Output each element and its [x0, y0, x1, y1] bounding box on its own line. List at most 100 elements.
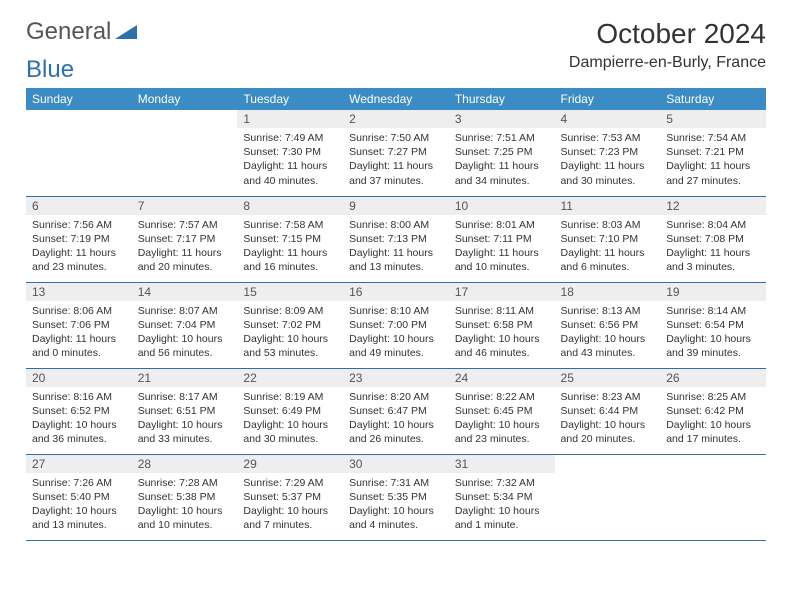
day-details: Sunrise: 8:00 AMSunset: 7:13 PMDaylight:… — [343, 215, 449, 279]
weekday-header-row: Sunday Monday Tuesday Wednesday Thursday… — [26, 88, 766, 110]
day-details: Sunrise: 7:32 AMSunset: 5:34 PMDaylight:… — [449, 473, 555, 537]
day-number: 6 — [26, 197, 132, 215]
day-number: 1 — [237, 110, 343, 128]
day-number: 17 — [449, 283, 555, 301]
day-number: 9 — [343, 197, 449, 215]
day-details: Sunrise: 8:23 AMSunset: 6:44 PMDaylight:… — [555, 387, 661, 451]
day-details: Sunrise: 7:51 AMSunset: 7:25 PMDaylight:… — [449, 128, 555, 192]
calendar-day-cell: 14Sunrise: 8:07 AMSunset: 7:04 PMDayligh… — [132, 282, 238, 368]
day-number: 23 — [343, 369, 449, 387]
calendar-day-cell: 22Sunrise: 8:19 AMSunset: 6:49 PMDayligh… — [237, 368, 343, 454]
day-details: Sunrise: 8:07 AMSunset: 7:04 PMDaylight:… — [132, 301, 238, 365]
day-number: 25 — [555, 369, 661, 387]
calendar-day-cell: 11Sunrise: 8:03 AMSunset: 7:10 PMDayligh… — [555, 196, 661, 282]
calendar-day-cell — [26, 110, 132, 196]
calendar-week-row: 27Sunrise: 7:26 AMSunset: 5:40 PMDayligh… — [26, 454, 766, 540]
calendar-day-cell: 2Sunrise: 7:50 AMSunset: 7:27 PMDaylight… — [343, 110, 449, 196]
calendar-day-cell: 8Sunrise: 7:58 AMSunset: 7:15 PMDaylight… — [237, 196, 343, 282]
calendar-day-cell: 12Sunrise: 8:04 AMSunset: 7:08 PMDayligh… — [660, 196, 766, 282]
day-number: 18 — [555, 283, 661, 301]
calendar-week-row: 20Sunrise: 8:16 AMSunset: 6:52 PMDayligh… — [26, 368, 766, 454]
calendar-day-cell: 6Sunrise: 7:56 AMSunset: 7:19 PMDaylight… — [26, 196, 132, 282]
calendar-day-cell: 10Sunrise: 8:01 AMSunset: 7:11 PMDayligh… — [449, 196, 555, 282]
day-details: Sunrise: 7:29 AMSunset: 5:37 PMDaylight:… — [237, 473, 343, 537]
day-number: 11 — [555, 197, 661, 215]
calendar-day-cell: 4Sunrise: 7:53 AMSunset: 7:23 PMDaylight… — [555, 110, 661, 196]
calendar-day-cell: 29Sunrise: 7:29 AMSunset: 5:37 PMDayligh… — [237, 454, 343, 540]
day-number: 7 — [132, 197, 238, 215]
day-details: Sunrise: 8:17 AMSunset: 6:51 PMDaylight:… — [132, 387, 238, 451]
day-number: 22 — [237, 369, 343, 387]
calendar-day-cell: 15Sunrise: 8:09 AMSunset: 7:02 PMDayligh… — [237, 282, 343, 368]
calendar-day-cell — [555, 454, 661, 540]
day-details: Sunrise: 8:14 AMSunset: 6:54 PMDaylight:… — [660, 301, 766, 365]
day-number: 19 — [660, 283, 766, 301]
day-details: Sunrise: 8:06 AMSunset: 7:06 PMDaylight:… — [26, 301, 132, 365]
day-details: Sunrise: 8:10 AMSunset: 7:00 PMDaylight:… — [343, 301, 449, 365]
day-number: 13 — [26, 283, 132, 301]
day-number: 21 — [132, 369, 238, 387]
day-details: Sunrise: 7:58 AMSunset: 7:15 PMDaylight:… — [237, 215, 343, 279]
day-number: 15 — [237, 283, 343, 301]
weekday-header: Saturday — [660, 88, 766, 110]
day-details: Sunrise: 7:28 AMSunset: 5:38 PMDaylight:… — [132, 473, 238, 537]
calendar-day-cell: 21Sunrise: 8:17 AMSunset: 6:51 PMDayligh… — [132, 368, 238, 454]
month-title: October 2024 — [569, 18, 766, 50]
calendar-day-cell — [660, 454, 766, 540]
calendar-day-cell: 28Sunrise: 7:28 AMSunset: 5:38 PMDayligh… — [132, 454, 238, 540]
calendar-table: Sunday Monday Tuesday Wednesday Thursday… — [26, 88, 766, 541]
weekday-header: Friday — [555, 88, 661, 110]
day-details: Sunrise: 8:22 AMSunset: 6:45 PMDaylight:… — [449, 387, 555, 451]
day-details: Sunrise: 8:09 AMSunset: 7:02 PMDaylight:… — [237, 301, 343, 365]
calendar-day-cell: 30Sunrise: 7:31 AMSunset: 5:35 PMDayligh… — [343, 454, 449, 540]
day-number: 16 — [343, 283, 449, 301]
day-details: Sunrise: 7:50 AMSunset: 7:27 PMDaylight:… — [343, 128, 449, 192]
day-details: Sunrise: 7:49 AMSunset: 7:30 PMDaylight:… — [237, 128, 343, 192]
day-number: 8 — [237, 197, 343, 215]
day-number: 3 — [449, 110, 555, 128]
calendar-day-cell: 17Sunrise: 8:11 AMSunset: 6:58 PMDayligh… — [449, 282, 555, 368]
day-number: 26 — [660, 369, 766, 387]
day-number: 20 — [26, 369, 132, 387]
day-number: 30 — [343, 455, 449, 473]
day-details: Sunrise: 8:03 AMSunset: 7:10 PMDaylight:… — [555, 215, 661, 279]
weekday-header: Sunday — [26, 88, 132, 110]
calendar-day-cell: 1Sunrise: 7:49 AMSunset: 7:30 PMDaylight… — [237, 110, 343, 196]
calendar-week-row: 1Sunrise: 7:49 AMSunset: 7:30 PMDaylight… — [26, 110, 766, 196]
calendar-day-cell — [132, 110, 238, 196]
day-details: Sunrise: 7:31 AMSunset: 5:35 PMDaylight:… — [343, 473, 449, 537]
day-number: 29 — [237, 455, 343, 473]
day-number: 27 — [26, 455, 132, 473]
calendar-day-cell: 16Sunrise: 8:10 AMSunset: 7:00 PMDayligh… — [343, 282, 449, 368]
day-number: 28 — [132, 455, 238, 473]
day-details: Sunrise: 7:57 AMSunset: 7:17 PMDaylight:… — [132, 215, 238, 279]
logo: General — [26, 18, 139, 46]
day-number: 31 — [449, 455, 555, 473]
day-number: 24 — [449, 369, 555, 387]
calendar-day-cell: 27Sunrise: 7:26 AMSunset: 5:40 PMDayligh… — [26, 454, 132, 540]
calendar-body: 1Sunrise: 7:49 AMSunset: 7:30 PMDaylight… — [26, 110, 766, 540]
calendar-day-cell: 9Sunrise: 8:00 AMSunset: 7:13 PMDaylight… — [343, 196, 449, 282]
logo-text-general: General — [26, 18, 111, 46]
day-details: Sunrise: 8:13 AMSunset: 6:56 PMDaylight:… — [555, 301, 661, 365]
calendar-day-cell: 24Sunrise: 8:22 AMSunset: 6:45 PMDayligh… — [449, 368, 555, 454]
day-details: Sunrise: 8:16 AMSunset: 6:52 PMDaylight:… — [26, 387, 132, 451]
day-details: Sunrise: 8:11 AMSunset: 6:58 PMDaylight:… — [449, 301, 555, 365]
logo-text-blue: Blue — [26, 56, 766, 84]
weekday-header: Monday — [132, 88, 238, 110]
weekday-header: Tuesday — [237, 88, 343, 110]
calendar-day-cell: 5Sunrise: 7:54 AMSunset: 7:21 PMDaylight… — [660, 110, 766, 196]
day-details: Sunrise: 8:04 AMSunset: 7:08 PMDaylight:… — [660, 215, 766, 279]
calendar-day-cell: 19Sunrise: 8:14 AMSunset: 6:54 PMDayligh… — [660, 282, 766, 368]
calendar-day-cell: 25Sunrise: 8:23 AMSunset: 6:44 PMDayligh… — [555, 368, 661, 454]
calendar-day-cell: 13Sunrise: 8:06 AMSunset: 7:06 PMDayligh… — [26, 282, 132, 368]
calendar-day-cell: 18Sunrise: 8:13 AMSunset: 6:56 PMDayligh… — [555, 282, 661, 368]
day-number: 12 — [660, 197, 766, 215]
day-number: 2 — [343, 110, 449, 128]
day-details: Sunrise: 8:25 AMSunset: 6:42 PMDaylight:… — [660, 387, 766, 451]
calendar-day-cell: 7Sunrise: 7:57 AMSunset: 7:17 PMDaylight… — [132, 196, 238, 282]
weekday-header: Wednesday — [343, 88, 449, 110]
weekday-header: Thursday — [449, 88, 555, 110]
calendar-week-row: 6Sunrise: 7:56 AMSunset: 7:19 PMDaylight… — [26, 196, 766, 282]
day-number: 10 — [449, 197, 555, 215]
